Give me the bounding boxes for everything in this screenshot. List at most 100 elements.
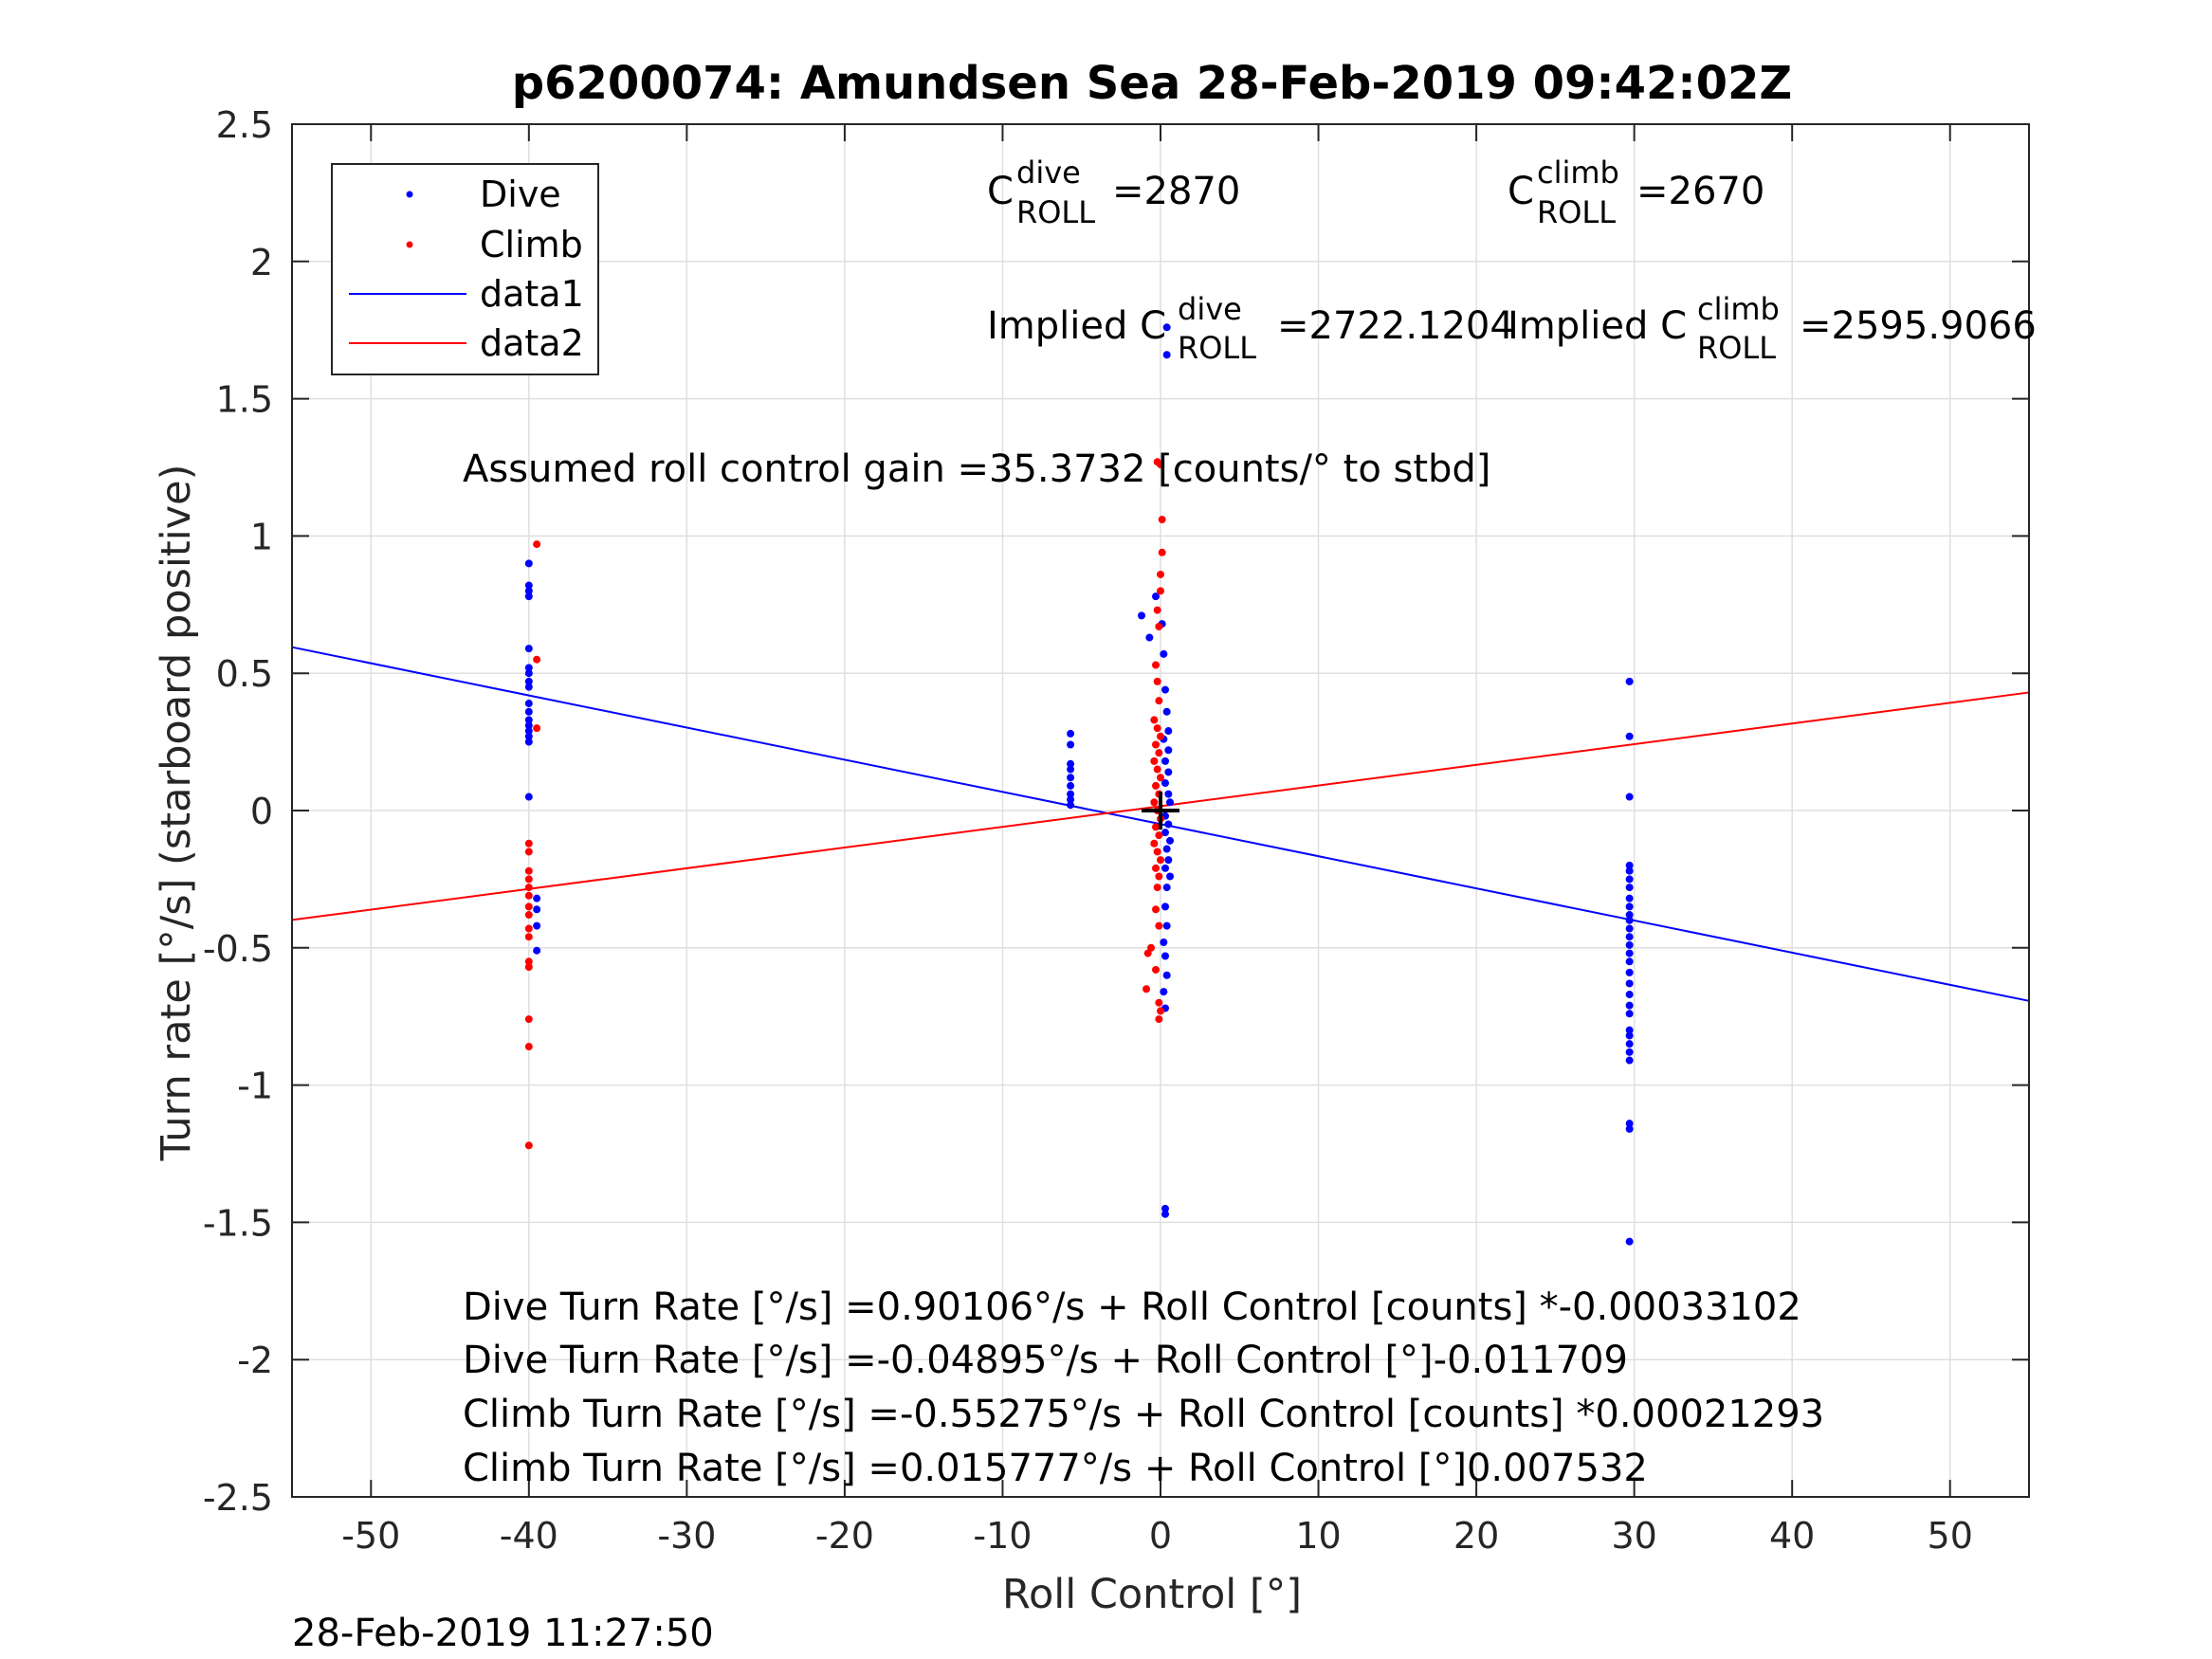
climb-point — [1147, 943, 1156, 952]
dive-point — [1164, 820, 1173, 829]
dive-point — [1625, 1056, 1634, 1065]
c-climb-value: =2670 — [1636, 170, 1764, 213]
center-marker — [1142, 792, 1179, 830]
dive-point — [1067, 759, 1075, 768]
dive-point — [1625, 1001, 1634, 1010]
dive-point — [1625, 875, 1634, 884]
dive-point — [1164, 768, 1173, 776]
dive-point — [1625, 884, 1634, 892]
climb-point — [533, 724, 541, 733]
climb-point — [524, 1015, 533, 1024]
climb-point — [524, 1043, 533, 1051]
y-tick-label: -2.5 — [203, 1477, 273, 1519]
climb-point — [1152, 781, 1161, 790]
climb-point — [1143, 985, 1151, 994]
climb-point — [1155, 831, 1163, 840]
climb-point — [1152, 740, 1161, 749]
climb-point — [1155, 921, 1163, 930]
legend-data2-label: data2 — [480, 322, 584, 364]
dive-point — [1162, 884, 1171, 892]
dive-point — [1165, 872, 1174, 881]
chart-title: p6200074: Amundsen Sea 28-Feb-2019 09:42… — [512, 57, 1792, 110]
dive-point — [524, 793, 533, 801]
x-tick-label: 40 — [1769, 1515, 1815, 1557]
dive-point — [1161, 864, 1169, 872]
c-climb-sup: climb — [1537, 155, 1619, 191]
equation-climb-counts: Climb Turn Rate [°/s] =-0.55275°/s + Rol… — [463, 1393, 1824, 1436]
annotation-c-dive: C dive ROLL =2870 — [987, 155, 1240, 230]
climb-point — [1155, 622, 1163, 630]
dive-point — [524, 664, 533, 672]
y-tick-label: -1 — [237, 1066, 273, 1107]
climb-point — [1155, 697, 1163, 705]
x-tick-label: 30 — [1611, 1515, 1656, 1557]
legend-climb-marker — [406, 241, 413, 248]
dive-point — [524, 592, 533, 601]
equation-climb-degrees: Climb Turn Rate [°/s] =0.015777°/s + Rol… — [463, 1447, 1648, 1490]
climb-point — [1153, 724, 1161, 733]
x-tick-label: -10 — [973, 1515, 1032, 1557]
c-dive-sup: dive — [1016, 155, 1081, 191]
tick-labels: -50 -40 -30 -20 -10 0 10 20 30 40 50-2.5-2-1.5-1-0… — [203, 104, 1973, 1557]
climb-point — [1157, 856, 1164, 865]
dive-point — [1165, 798, 1174, 807]
legend-climb-label: Climb — [480, 224, 583, 265]
dive-point — [1160, 939, 1168, 947]
dive-point — [1625, 991, 1634, 999]
equation-dive-degrees: Dive Turn Rate [°/s] =-0.04895°/s + Roll… — [463, 1339, 1628, 1382]
climb-point — [1152, 864, 1161, 872]
y-axis-label: Turn rate [°/s] (starboard positive) — [153, 465, 200, 1162]
dive-point — [1067, 801, 1075, 810]
dive-point — [1625, 933, 1634, 941]
climb-point — [1153, 677, 1161, 685]
fit-equations: Dive Turn Rate [°/s] =0.90106°/s + Roll … — [463, 1285, 1824, 1490]
dive-point — [1625, 949, 1634, 957]
dive-point — [1145, 633, 1154, 642]
climb-point — [524, 911, 533, 920]
y-tick-label: 0 — [250, 791, 273, 832]
climb-point — [1152, 661, 1161, 669]
climb-point — [524, 875, 533, 884]
y-tick-label: -2 — [237, 1340, 273, 1381]
y-tick-label: 2.5 — [216, 104, 273, 146]
dive-point — [1152, 592, 1161, 601]
dive-point — [524, 707, 533, 716]
climb-point — [524, 902, 533, 911]
equation-dive-counts: Dive Turn Rate [°/s] =0.90106°/s + Roll … — [463, 1285, 1801, 1329]
climb-point — [1157, 570, 1164, 578]
dive-point — [1625, 1040, 1634, 1048]
climb-point — [1152, 823, 1161, 831]
implied-climb-sub: ROLL — [1697, 330, 1776, 366]
dive-point — [1161, 952, 1169, 960]
c-dive-base: C — [987, 170, 1014, 213]
dive-point — [1067, 781, 1075, 790]
dive-point — [1164, 727, 1173, 736]
dive-point — [1625, 1048, 1634, 1056]
climb-point — [1157, 774, 1164, 782]
climb-point — [524, 884, 533, 892]
x-tick-label: 20 — [1453, 1515, 1499, 1557]
dive-point — [533, 946, 541, 955]
dive-point — [1160, 988, 1168, 996]
dive-point — [1164, 746, 1173, 755]
dive-point — [1067, 765, 1075, 774]
dive-point — [524, 581, 533, 590]
climb-point — [1157, 1007, 1164, 1015]
y-tick-label: -0.5 — [203, 928, 273, 970]
dive-point — [1625, 1010, 1634, 1018]
climb-point — [524, 933, 533, 941]
climb-point — [524, 957, 533, 966]
dive-point — [524, 738, 533, 746]
dive-point — [1162, 921, 1171, 930]
climb-point — [1150, 839, 1159, 848]
climb-point — [1157, 587, 1164, 595]
x-tick-label: 10 — [1295, 1515, 1341, 1557]
climb-point — [1155, 872, 1163, 881]
dive-point — [1625, 916, 1634, 924]
footer-timestamp: 28-Feb-2019 11:27:50 — [292, 1612, 714, 1655]
dive-point — [1162, 351, 1171, 359]
dive-point — [1625, 894, 1634, 902]
annotation-implied-dive: Implied C dive ROLL =2722.1204 — [987, 291, 1514, 366]
legend-dive-label: Dive — [480, 173, 561, 215]
dive-point — [1162, 707, 1171, 716]
